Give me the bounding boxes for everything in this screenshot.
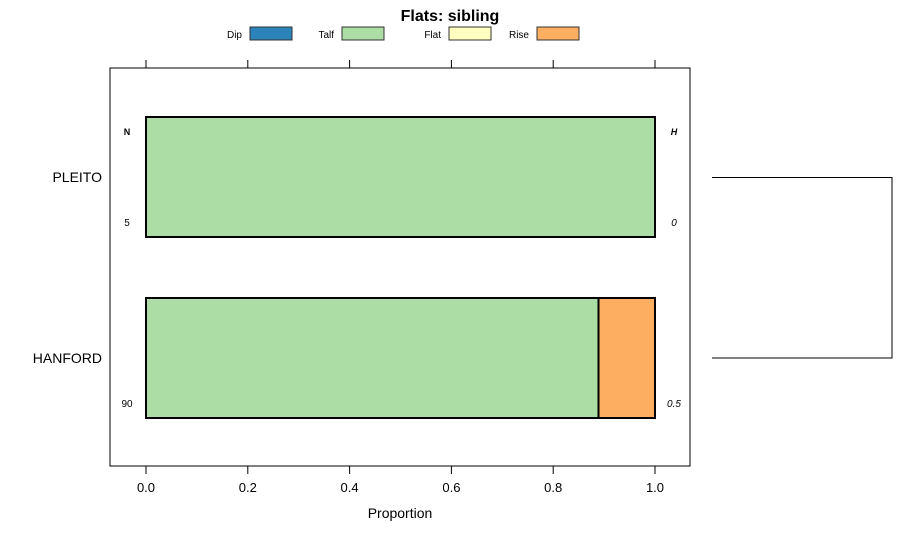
category-label: PLEITO xyxy=(52,169,102,185)
bar-talf-hanford xyxy=(145,297,600,419)
legend: Dip Talf Flat Rise xyxy=(227,26,580,41)
n-value: 5 xyxy=(124,218,130,229)
chart-title: Flats: sibling xyxy=(401,8,500,25)
h-value: 0.5 xyxy=(667,399,681,410)
x-tick-label: 0.2 xyxy=(239,480,257,495)
legend-label-dip: Dip xyxy=(227,30,242,41)
bars: PLEITO 5 0 HANFORD 90 0.5 xyxy=(33,116,681,419)
x-tick-label: 1.0 xyxy=(646,480,664,495)
plot-panel xyxy=(109,67,691,467)
legend-label-rise: Rise xyxy=(509,30,529,41)
n-header: N xyxy=(124,127,131,137)
n-value: 90 xyxy=(121,399,133,410)
legend-swatch-talf xyxy=(341,26,385,41)
legend-swatch-rise xyxy=(536,26,580,41)
x-axis: 0.0 0.2 0.4 0.6 0.8 1.0 xyxy=(137,60,664,495)
legend-label-talf: Talf xyxy=(318,30,334,41)
dendrogram-branch xyxy=(712,177,893,359)
legend-swatch-dip xyxy=(249,26,293,41)
x-tick-label: 0.6 xyxy=(442,480,460,495)
category-label: HANFORD xyxy=(33,350,102,366)
bar-rise-hanford xyxy=(597,297,656,419)
x-tick-label: 0.0 xyxy=(137,480,155,495)
legend-label-flat: Flat xyxy=(424,30,441,41)
bar-talf-pleito xyxy=(145,116,656,238)
legend-swatch-flat xyxy=(448,26,492,41)
dendrogram xyxy=(712,177,893,359)
h-value: 0 xyxy=(671,218,677,229)
x-tick-label: 0.8 xyxy=(544,480,562,495)
x-axis-label: Proportion xyxy=(368,505,433,521)
h-header: H xyxy=(671,127,678,137)
x-tick-label: 0.4 xyxy=(341,480,359,495)
